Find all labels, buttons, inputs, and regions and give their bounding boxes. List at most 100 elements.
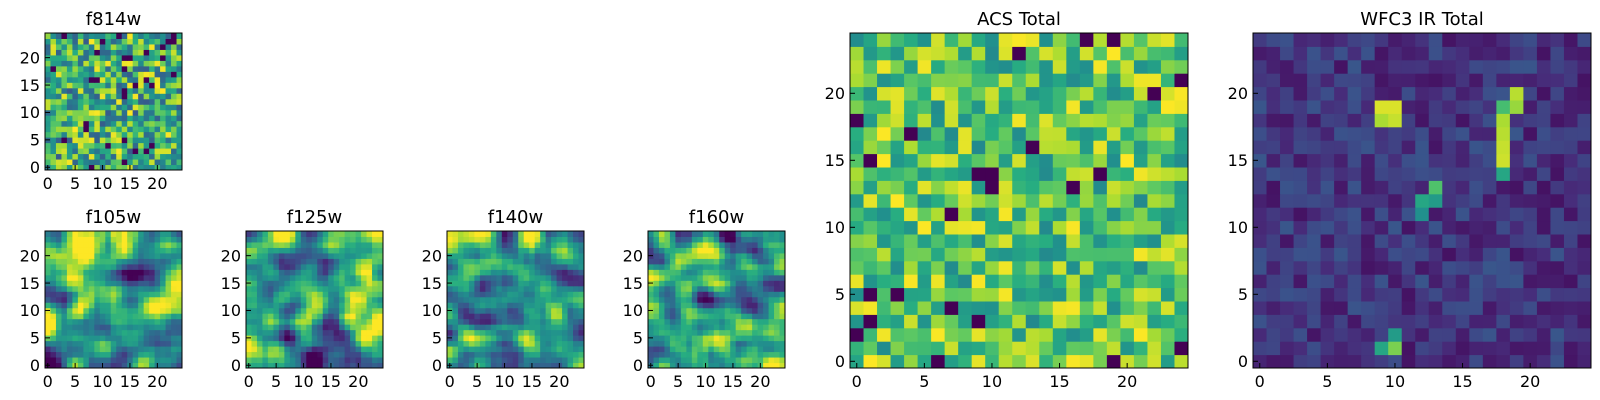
heatmap-cell (66, 307, 73, 314)
heatmap-cell (110, 269, 117, 276)
heatmap-cell (1509, 234, 1524, 248)
heatmap-cell (143, 131, 150, 138)
heatmap-cell (45, 346, 51, 353)
heatmap-cell (154, 291, 161, 298)
heatmap-cell (45, 93, 51, 100)
heatmap-cell (757, 236, 764, 243)
heatmap-cell (1428, 193, 1443, 208)
heatmap-cell (1577, 59, 1592, 74)
heatmap-cell (377, 285, 384, 292)
heatmap-cell (1079, 180, 1094, 195)
heatmap-cell (127, 137, 134, 144)
heatmap-cell (55, 126, 62, 133)
heatmap-cell (55, 137, 62, 144)
heatmap-cell (251, 296, 258, 303)
heatmap-cell (127, 291, 134, 298)
heatmap-cells (246, 231, 384, 369)
heatmap-cell (774, 285, 781, 292)
heatmap-cell (1496, 234, 1511, 248)
heatmap-cell (94, 33, 101, 39)
heatmap-cell (121, 313, 128, 320)
heatmap-cell (110, 247, 117, 254)
heatmap-cell (971, 327, 986, 342)
heatmap-cell (1374, 314, 1389, 329)
heatmap-cell (468, 318, 475, 325)
heatmap-cell (132, 346, 139, 353)
heatmap-cell (518, 340, 525, 347)
heatmap-cell (127, 98, 134, 105)
heatmap-cell (452, 263, 459, 270)
heatmap-cell (904, 260, 919, 275)
heatmap-cell (562, 280, 569, 287)
heatmap-cell (300, 307, 307, 314)
heatmap-cell (322, 252, 329, 259)
heatmap-cell (474, 274, 481, 281)
heatmap-cell (556, 346, 563, 353)
heatmap-cell (523, 324, 530, 331)
heatmap-cell (691, 263, 698, 270)
heatmap-cell (468, 252, 475, 259)
heatmap-cell (1469, 73, 1484, 88)
heatmap-cell (1455, 153, 1470, 168)
y-tick-label: 20 (20, 246, 40, 265)
heatmap-cell (278, 329, 285, 336)
heatmap-cell (295, 269, 302, 276)
heatmap-cell (99, 54, 106, 61)
heatmap-cell (72, 82, 79, 89)
heatmap-cell (88, 131, 95, 138)
heatmap-cell (1428, 180, 1443, 195)
heatmap-cell (680, 340, 687, 347)
heatmap-cell (944, 113, 959, 128)
heatmap-cell (72, 137, 79, 144)
heatmap-cell (1093, 59, 1108, 74)
heatmap-cell (708, 362, 715, 369)
heatmap-cell (1025, 59, 1040, 74)
heatmap-cell (534, 313, 541, 320)
heatmap-cell (160, 126, 167, 133)
heatmap-cell (138, 164, 145, 171)
heatmap-cell (132, 258, 139, 265)
heatmap-cell (752, 258, 759, 265)
heatmap-cell (746, 258, 753, 265)
heatmap-cell (686, 362, 693, 369)
heatmap-cell (463, 274, 470, 281)
heatmap-cell (468, 329, 475, 336)
heatmap-cell (66, 148, 73, 155)
x-tick-label: 10 (1385, 372, 1405, 391)
heatmap-cell (998, 274, 1013, 289)
heatmap-cell (752, 329, 759, 336)
heatmap-cell (485, 263, 492, 270)
heatmap-cell (1496, 46, 1511, 61)
heatmap-cell (507, 241, 514, 248)
heatmap-cell (61, 247, 68, 254)
heatmap-cell (311, 252, 318, 259)
heatmap-cell (1482, 167, 1497, 181)
heatmap-cell (246, 269, 252, 276)
heatmap-cell (850, 260, 865, 275)
heatmap-cell (971, 341, 986, 356)
heatmap-cell (262, 335, 269, 342)
heatmap-cell (724, 335, 731, 342)
heatmap-cell (1093, 73, 1108, 88)
heatmap-cell (562, 269, 569, 276)
heatmap-cell (863, 167, 878, 181)
heatmap-cell (768, 302, 775, 309)
heatmap-cell (944, 46, 959, 61)
heatmap-cell (165, 82, 172, 89)
heatmap-cell (66, 302, 73, 309)
heatmap-cell (289, 340, 296, 347)
heatmap-cell (88, 296, 95, 303)
heatmap-cell (702, 263, 709, 270)
heatmap-cell (719, 335, 726, 342)
heatmap-cell (534, 357, 541, 364)
heatmap-cell (452, 269, 459, 276)
heatmap-cell (333, 357, 340, 364)
heatmap-cell (88, 236, 95, 243)
heatmap-cell (534, 307, 541, 314)
heatmap-cell (463, 280, 470, 287)
heatmap-cell (262, 241, 269, 248)
heatmap-cell (457, 362, 464, 369)
heatmap-cell (567, 346, 574, 353)
heatmap-cell (578, 313, 585, 320)
heatmap-cell (556, 252, 563, 259)
